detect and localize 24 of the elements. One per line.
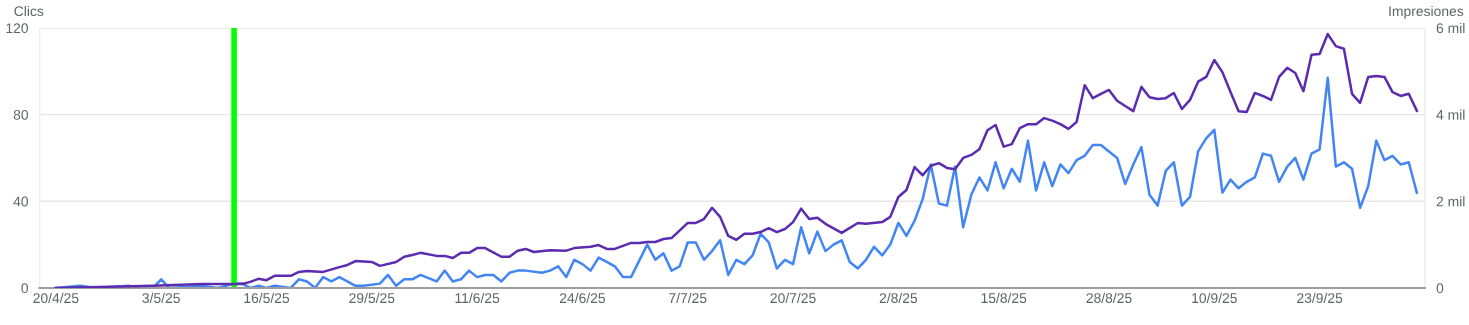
line-series: [54, 32, 1419, 288]
x-tick-label: 29/5/25: [349, 292, 395, 304]
y-tick-label: 40: [13, 196, 29, 207]
y2-tick-label: 4 mil: [1436, 109, 1465, 120]
x-tick-label: 23/9/25: [1297, 292, 1343, 304]
x-tick-label: 24/6/25: [559, 292, 606, 304]
x-tick-label: 3/5/25: [142, 292, 180, 304]
x-tick-label: 20/4/25: [33, 292, 79, 304]
y2-tick-label: 6 mil: [1436, 22, 1465, 34]
y-axis-title: Clics: [14, 5, 44, 17]
y2-tick-label: 2 mil: [1436, 196, 1465, 207]
y-tick-label: 0: [21, 283, 29, 294]
y-tick-label: 120: [6, 23, 29, 34]
x-tick-label: 20/7/25: [770, 292, 816, 304]
y-tick-label: 80: [13, 109, 29, 120]
x-tick-label: 28/8/25: [1086, 292, 1132, 304]
x-tick-label: 7/7/25: [669, 292, 707, 304]
x-tick-label: 10/9/25: [1192, 292, 1237, 304]
x-tick-label: 15/8/25: [981, 292, 1027, 304]
x-tick-label: 16/5/25: [244, 292, 290, 304]
y2-axis-title: Impresiones: [1389, 5, 1464, 19]
y2-tick-label: 0: [1436, 283, 1444, 294]
x-tick-label: 11/6/25: [455, 292, 500, 304]
x-tick-label: 2/8/25: [879, 292, 918, 304]
